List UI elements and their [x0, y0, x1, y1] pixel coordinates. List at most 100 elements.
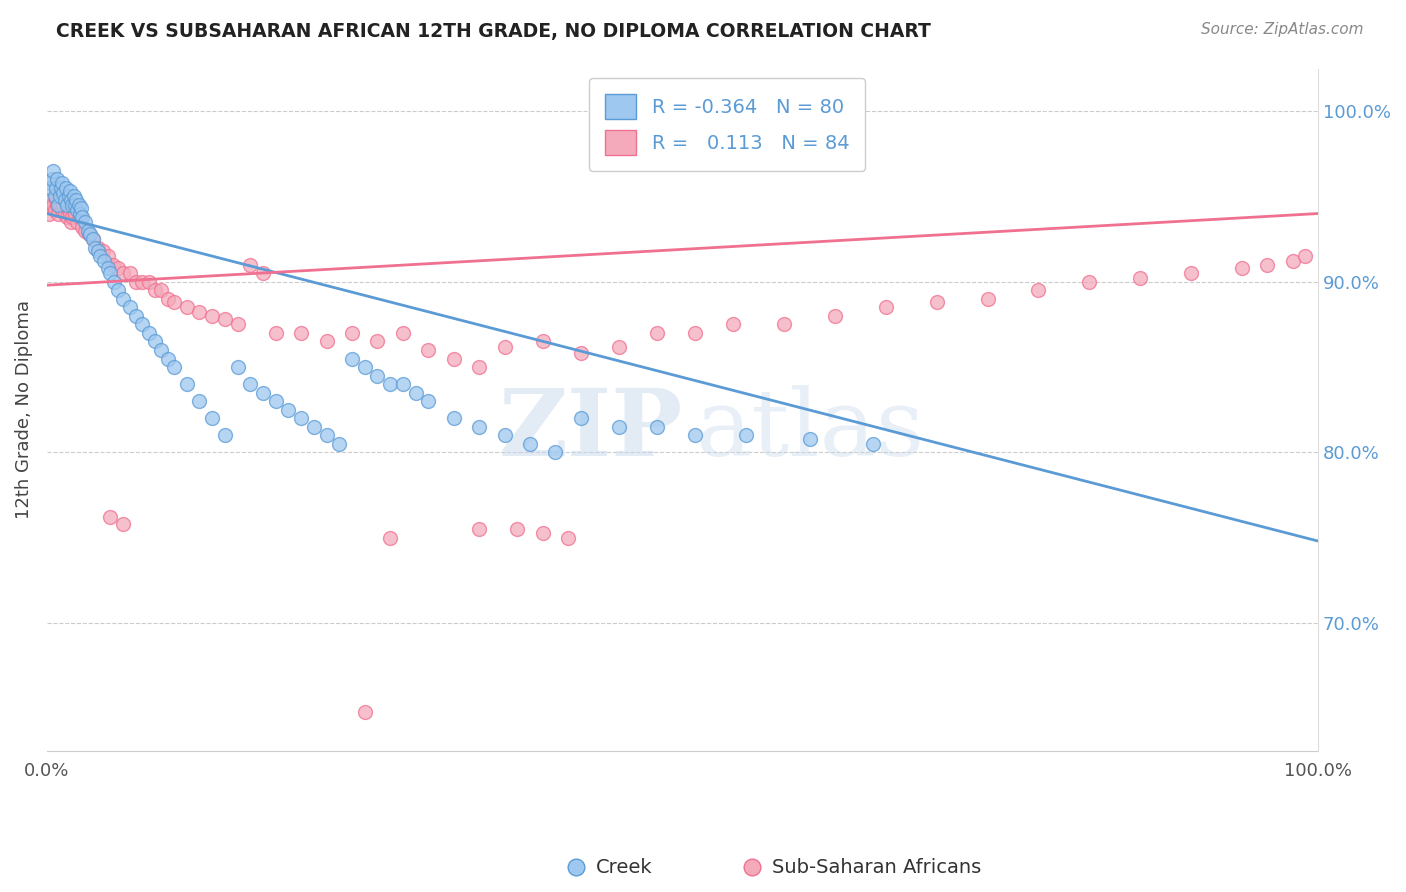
Point [683, 326, 706, 340]
Point [131, 275, 153, 289]
Point [53, 193, 76, 207]
Point [58, 189, 80, 203]
Point [39, 198, 62, 212]
Text: ZIP: ZIP [498, 385, 682, 475]
Point [1129, 271, 1152, 285]
Point [67, 198, 90, 212]
Point [176, 377, 198, 392]
Point [60, 210, 83, 224]
Point [557, 531, 579, 545]
Point [82, 232, 104, 246]
Point [38, 206, 60, 220]
Point [226, 360, 249, 375]
Point [366, 368, 388, 383]
Point [76, 224, 98, 238]
Point [93, 254, 115, 268]
Point [290, 326, 312, 340]
Point [723, 318, 745, 332]
Point [252, 385, 274, 400]
Point [138, 275, 160, 289]
Point [773, 318, 796, 332]
Point [52, 186, 75, 200]
Point [49, 181, 72, 195]
Point [1294, 249, 1316, 263]
Point [214, 312, 236, 326]
Point [264, 326, 287, 340]
Point [39, 181, 62, 195]
Point [519, 437, 541, 451]
Point [45, 181, 67, 195]
Point [645, 419, 668, 434]
Point [51, 203, 73, 218]
Text: Sub-Saharan Africans: Sub-Saharan Africans [772, 857, 981, 877]
Point [131, 318, 153, 332]
Point [315, 334, 337, 349]
Point [607, 340, 630, 354]
Point [97, 249, 120, 263]
Point [569, 411, 592, 425]
Point [55, 198, 77, 212]
Point [60, 215, 83, 229]
Point [52, 198, 75, 212]
Point [49, 193, 72, 207]
Point [645, 326, 668, 340]
Point [264, 394, 287, 409]
Point [569, 346, 592, 360]
Point [340, 351, 363, 366]
Point [118, 266, 141, 280]
Point [60, 198, 83, 212]
Point [70, 202, 93, 216]
Point [89, 249, 111, 263]
Point [1180, 266, 1202, 280]
Point [156, 292, 179, 306]
Point [48, 198, 70, 212]
Point [392, 377, 415, 392]
Point [976, 292, 998, 306]
Point [44, 189, 66, 203]
Point [405, 385, 427, 400]
Point [41, 172, 63, 186]
Point [59, 185, 82, 199]
Point [87, 244, 110, 258]
Point [73, 215, 96, 229]
Text: Source: ZipAtlas.com: Source: ZipAtlas.com [1201, 22, 1364, 37]
Text: Creek: Creek [596, 857, 652, 877]
Point [72, 220, 94, 235]
Point [107, 261, 129, 276]
Point [45, 193, 67, 207]
Point [468, 419, 491, 434]
Point [875, 301, 897, 315]
Point [112, 266, 135, 280]
Point [42, 164, 65, 178]
Point [378, 531, 401, 545]
Point [544, 445, 567, 459]
Point [302, 419, 325, 434]
Point [799, 432, 821, 446]
Point [100, 510, 122, 524]
Point [683, 428, 706, 442]
Point [366, 334, 388, 349]
Point [112, 292, 135, 306]
Point [214, 428, 236, 442]
Point [101, 258, 124, 272]
Point [84, 241, 107, 255]
Point [51, 176, 73, 190]
Point [494, 340, 516, 354]
Point [100, 266, 122, 280]
Point [443, 411, 465, 425]
Point [156, 351, 179, 366]
Point [468, 522, 491, 536]
Point [1078, 275, 1101, 289]
Point [125, 275, 148, 289]
Point [418, 394, 440, 409]
Point [46, 172, 69, 186]
Point [506, 522, 529, 536]
Point [82, 232, 104, 246]
Point [112, 516, 135, 531]
Point [66, 215, 89, 229]
Text: atlas: atlas [695, 385, 925, 475]
Point [607, 419, 630, 434]
Point [79, 227, 101, 241]
Point [531, 525, 554, 540]
Point [143, 334, 166, 349]
